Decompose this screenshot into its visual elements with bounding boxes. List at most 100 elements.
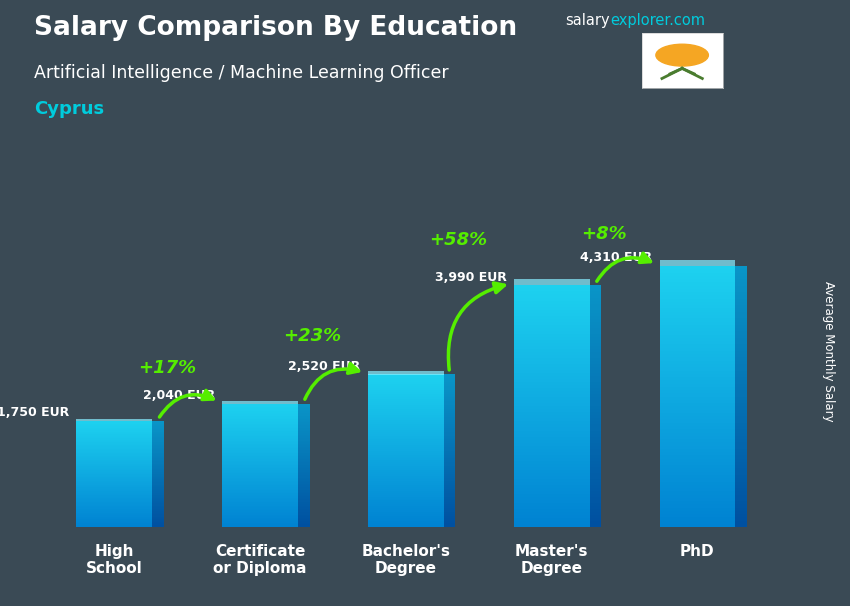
Bar xyxy=(444,518,456,519)
Bar xyxy=(735,423,747,426)
Bar xyxy=(222,461,298,462)
Bar xyxy=(735,449,747,452)
Bar xyxy=(735,358,747,361)
Bar xyxy=(590,485,601,488)
Bar xyxy=(590,521,601,524)
Bar xyxy=(222,522,298,524)
Bar xyxy=(590,397,601,401)
Bar xyxy=(298,405,309,407)
Bar xyxy=(590,391,601,395)
Bar xyxy=(222,459,298,461)
Bar xyxy=(222,490,298,491)
Bar xyxy=(513,494,590,497)
Bar xyxy=(152,486,164,487)
Bar xyxy=(444,391,456,394)
Bar xyxy=(444,524,456,525)
Bar xyxy=(444,398,456,399)
Bar xyxy=(660,364,735,367)
Bar xyxy=(660,370,735,374)
Bar xyxy=(444,409,456,411)
Bar xyxy=(660,475,735,478)
Bar xyxy=(368,386,444,388)
Bar xyxy=(368,519,444,522)
Bar xyxy=(660,468,735,471)
Bar xyxy=(222,442,298,444)
Bar xyxy=(735,344,747,348)
Bar xyxy=(660,511,735,514)
Bar xyxy=(298,462,309,464)
Bar xyxy=(590,461,601,464)
Bar xyxy=(444,497,456,499)
Bar xyxy=(298,513,309,515)
Bar xyxy=(76,457,152,458)
Bar xyxy=(735,299,747,302)
Bar xyxy=(660,455,735,459)
Bar xyxy=(298,436,309,438)
Bar xyxy=(513,343,590,346)
Bar xyxy=(590,337,601,340)
Bar xyxy=(76,502,152,504)
Bar xyxy=(368,445,444,447)
Bar xyxy=(660,485,735,488)
Bar xyxy=(222,425,298,427)
Bar xyxy=(660,426,735,429)
Bar xyxy=(222,515,298,516)
Text: Salary Comparison By Education: Salary Comparison By Education xyxy=(34,15,517,41)
Bar xyxy=(444,468,456,470)
Bar xyxy=(735,374,747,377)
Bar xyxy=(444,378,456,380)
Bar xyxy=(660,433,735,436)
Bar xyxy=(298,488,309,490)
Bar xyxy=(660,299,735,302)
Bar xyxy=(76,471,152,473)
Bar xyxy=(735,305,747,308)
Bar xyxy=(660,285,735,289)
Bar xyxy=(590,515,601,518)
Bar xyxy=(368,376,444,378)
Bar xyxy=(444,428,456,430)
Bar xyxy=(735,390,747,393)
Bar xyxy=(368,456,444,459)
Bar xyxy=(368,436,444,438)
Bar xyxy=(444,430,456,431)
Bar xyxy=(152,458,164,459)
Bar xyxy=(298,493,309,494)
Bar xyxy=(298,435,309,436)
Bar xyxy=(660,311,735,315)
Bar xyxy=(76,437,152,438)
Bar xyxy=(590,421,601,424)
Bar xyxy=(735,338,747,341)
Bar xyxy=(76,504,152,505)
Bar xyxy=(590,388,601,391)
Bar xyxy=(152,438,164,440)
Bar xyxy=(76,442,152,444)
Bar xyxy=(298,496,309,498)
Text: 2,520 EUR: 2,520 EUR xyxy=(288,360,360,373)
Bar xyxy=(513,436,590,439)
Bar xyxy=(590,412,601,415)
Bar xyxy=(76,491,152,493)
Bar xyxy=(444,470,456,472)
Bar xyxy=(152,516,164,518)
Bar xyxy=(660,488,735,491)
Bar xyxy=(444,386,456,388)
Bar xyxy=(76,490,152,491)
Bar xyxy=(298,522,309,524)
Bar xyxy=(222,464,298,465)
Bar xyxy=(76,501,152,502)
Bar xyxy=(76,422,152,424)
Bar xyxy=(368,512,444,514)
Bar xyxy=(660,266,735,269)
Bar xyxy=(222,411,298,413)
Bar xyxy=(152,451,164,453)
Bar xyxy=(735,488,747,491)
Bar xyxy=(298,428,309,430)
Bar xyxy=(513,470,590,473)
Bar xyxy=(76,526,152,527)
Bar xyxy=(76,449,152,450)
Bar xyxy=(513,409,590,412)
Bar xyxy=(298,459,309,461)
Bar xyxy=(660,361,735,364)
Bar xyxy=(660,348,735,351)
Bar xyxy=(298,521,309,522)
